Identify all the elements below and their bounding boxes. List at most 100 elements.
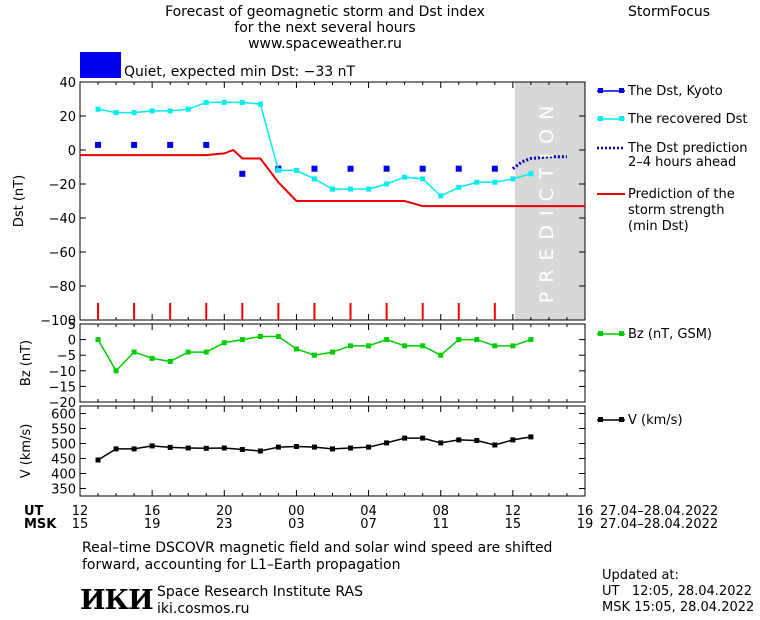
dst-y-tick-label: 40: [59, 76, 76, 91]
dst-series-1-point: [113, 110, 119, 116]
v-y-tick-label: 600: [51, 408, 76, 423]
v-series-0-point: [510, 437, 516, 443]
brand-name: StormFocus: [628, 4, 711, 20]
ut-tick-label: 12: [72, 504, 89, 519]
dst-series-0-point: [347, 165, 354, 172]
prediction-band-label: PREDICTION: [536, 97, 558, 304]
institute-name: Space Research Institute RAS: [157, 584, 363, 600]
v-series-0-point: [311, 444, 317, 450]
dst-series-0-point: [383, 165, 390, 172]
v-series-0-point: [221, 445, 227, 451]
dst-series-0-point: [419, 165, 426, 172]
bz-series-0-point: [113, 368, 119, 374]
dst-x-axis-ticks: [79, 82, 586, 320]
legend-storm-strength-label-3: (min Dst): [628, 219, 689, 234]
chart-title-line-1: Forecast of geomagnetic storm and Dst in…: [165, 4, 485, 20]
prediction-band: [515, 82, 585, 320]
legend-dst-prediction-label-2: 2–4 hours ahead: [628, 155, 736, 170]
msk-tick-label: 07: [360, 517, 377, 532]
updated-label: Updated at:: [602, 568, 679, 583]
dst-series-1-point: [239, 99, 245, 105]
bz-series-0-point: [221, 340, 227, 346]
v-series-0-point: [239, 447, 245, 452]
status-text: Quiet, expected min Dst: −33 nT: [124, 64, 356, 80]
institute-url[interactable]: iki.cosmos.ru: [157, 601, 250, 617]
bz-y-axis-label: Bz (nT): [19, 340, 34, 386]
v-y-tick-label: 350: [51, 483, 76, 498]
bz-series-0-point: [474, 337, 480, 343]
dst-series-1-point: [420, 176, 426, 182]
bz-series-0-point: [95, 337, 101, 343]
iki-logo: ИКИ: [80, 585, 154, 616]
dst-series-1-point: [185, 106, 191, 112]
bz-series-0-point: [528, 337, 534, 343]
dst-series-1-point: [438, 193, 444, 199]
msk-label: MSK: [24, 517, 57, 532]
ut-date-range: 27.04–28.04.2022: [600, 504, 718, 519]
dst-series-1-point: [402, 174, 408, 180]
bz-series-0-point: [203, 349, 209, 355]
dst-series-1-point: [221, 99, 227, 105]
v-series-0-point: [95, 457, 101, 463]
msk-tick-label: 23: [216, 517, 233, 532]
ut-tick-label: 16: [144, 504, 161, 519]
legend-v: V (km/s): [597, 413, 683, 428]
dst-series-1-point: [131, 110, 137, 116]
dst-y-tick-label: 0: [68, 144, 76, 159]
v-series-0-point: [275, 444, 281, 450]
legend-storm-strength-label-2: storm strength: [628, 203, 725, 218]
bz-series-0-point: [438, 352, 444, 358]
v-y-axis-label: V (km/s): [19, 424, 34, 479]
footer-note-line-2: forward, accounting for L1–Earth propaga…: [82, 557, 401, 573]
legend-dst-kyoto: The Dst, Kyoto: [597, 84, 723, 99]
v-x-axis-ticks: [79, 406, 586, 496]
v-series-0-point: [149, 443, 155, 449]
dst-series-1-point: [456, 184, 462, 190]
dst-y-tick-label: −60: [49, 246, 76, 261]
dst-series-0-point: [131, 141, 138, 148]
v-series-0-point: [167, 444, 173, 450]
dst-series-0-point: [239, 170, 246, 177]
dst-y-tick-label: 20: [59, 110, 76, 125]
dst-y-tick-label: −80: [49, 280, 76, 295]
dst-y-tick-label: −20: [49, 178, 76, 193]
dst-series-0-point: [167, 141, 174, 148]
dst-series-1-point: [366, 186, 372, 192]
legend-dst-kyoto-label: The Dst, Kyoto: [627, 84, 723, 99]
v-series-0-point: [456, 437, 462, 443]
legend-dst-recovered: The recovered Dst: [597, 112, 747, 127]
ut-tick-label: 20: [216, 504, 233, 519]
bz-series-0-point: [149, 355, 155, 361]
v-series-0-point: [131, 446, 137, 452]
bz-series-0-point: [420, 343, 426, 349]
dst-series-1-point: [492, 179, 498, 185]
footer-note-line-1: Real–time DSCOVR magnetic field and sola…: [82, 540, 553, 556]
ut-tick-label: 08: [432, 504, 449, 519]
bz-series-0-point: [275, 333, 281, 339]
bz-series-0-point: [384, 337, 390, 343]
v-series-0-point: [113, 446, 119, 452]
v-series-0-point: [474, 438, 480, 443]
bz-y-tick-label: 5: [68, 318, 76, 333]
dst-series-2-line: [511, 155, 567, 170]
v-series-0-point: [203, 445, 209, 451]
bz-series-0-point: [293, 346, 299, 352]
v-series-0-point: [402, 435, 408, 441]
bz-series-0-point: [366, 343, 372, 349]
v-y-tick-label: 550: [51, 423, 76, 438]
bz-x-axis-ticks: [79, 324, 586, 402]
bz-series-0-point: [348, 343, 354, 349]
status-color-swatch: [80, 52, 121, 78]
msk-tick-label: 03: [288, 517, 305, 532]
v-series-0-point: [330, 446, 335, 452]
msk-tick-label: 15: [72, 517, 89, 532]
bz-panel-frame: [79, 323, 586, 403]
msk-tick-label: 19: [577, 517, 594, 532]
updated-ut: UT 12:05, 28.04.2022: [602, 584, 753, 599]
chart-title-line-3[interactable]: www.spaceweather.ru: [248, 36, 402, 52]
dst-y-tick-label: −100: [40, 314, 76, 329]
legend-dst-prediction: The Dst prediction 2–4 hours ahead: [597, 141, 748, 170]
dst-series-1-point: [167, 108, 173, 114]
bz-series-0-point: [456, 337, 462, 343]
